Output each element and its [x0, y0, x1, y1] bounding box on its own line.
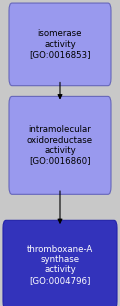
- Text: intramolecular
oxidoreductase
activity
[GO:0016860]: intramolecular oxidoreductase activity […: [27, 125, 93, 166]
- Text: isomerase
activity
[GO:0016853]: isomerase activity [GO:0016853]: [29, 29, 91, 59]
- FancyBboxPatch shape: [9, 3, 111, 86]
- FancyBboxPatch shape: [3, 220, 117, 306]
- FancyBboxPatch shape: [9, 96, 111, 194]
- Text: thromboxane-A
synthase
activity
[GO:0004796]: thromboxane-A synthase activity [GO:0004…: [27, 244, 93, 285]
